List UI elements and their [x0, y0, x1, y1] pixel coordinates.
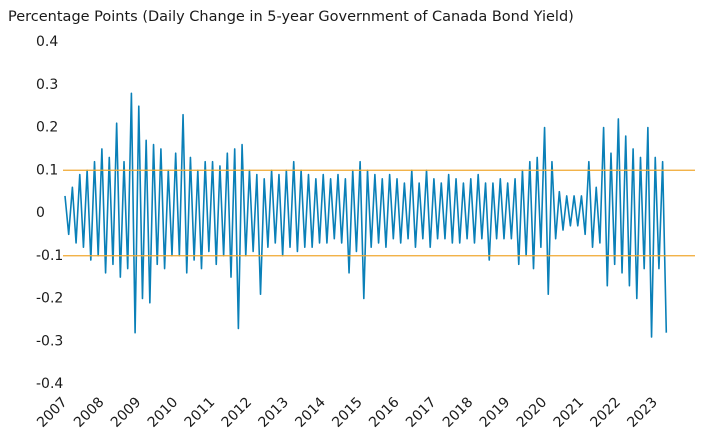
y-tick-label: -0.4	[36, 376, 63, 392]
y-tick-label: -0.3	[36, 333, 63, 349]
data-line	[64, 92, 668, 338]
x-tick-label: 2018	[440, 394, 477, 430]
x-tick-label: 2013	[255, 394, 292, 430]
x-tick-label: 2011	[182, 394, 219, 430]
y-tick-label: 0	[36, 205, 45, 221]
y-tick-label: -0.2	[36, 291, 63, 307]
x-tick-label: 2014	[292, 394, 329, 430]
x-tick-label: 2016	[366, 394, 403, 430]
x-tick-label: 2012	[219, 394, 256, 430]
y-tick-label: 0.4	[36, 34, 58, 50]
x-tick-label: 2009	[108, 394, 145, 430]
y-tick-label: 0.1	[36, 162, 58, 178]
x-tick-label: 2020	[514, 394, 551, 430]
y-tick-label: -0.1	[36, 248, 63, 264]
x-tick-label: 2021	[551, 394, 588, 430]
y-tick-label: 0.3	[36, 77, 58, 93]
x-tick-label: 2019	[477, 394, 514, 430]
chart-title: Percentage Points (Daily Change in 5-yea…	[8, 9, 574, 25]
x-tick-label: 2015	[329, 394, 366, 430]
x-tick-label: 2022	[587, 394, 624, 430]
x-tick-label: 2023	[624, 394, 661, 430]
x-tick-label: 2017	[403, 394, 440, 430]
x-tick-label: 2008	[71, 394, 108, 430]
y-tick-label: 0.2	[36, 120, 58, 136]
x-tick-label: 2010	[145, 394, 182, 430]
x-tick-label: 2007	[34, 394, 71, 430]
